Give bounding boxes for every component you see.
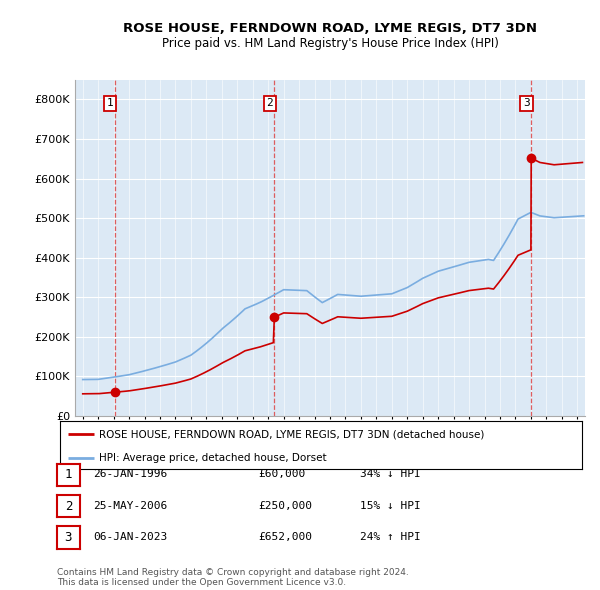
Text: 2: 2 bbox=[65, 500, 72, 513]
Text: 3: 3 bbox=[523, 99, 530, 109]
Text: Contains HM Land Registry data © Crown copyright and database right 2024.
This d: Contains HM Land Registry data © Crown c… bbox=[57, 568, 409, 587]
Text: ROSE HOUSE, FERNDOWN ROAD, LYME REGIS, DT7 3DN: ROSE HOUSE, FERNDOWN ROAD, LYME REGIS, D… bbox=[123, 22, 537, 35]
Text: £652,000: £652,000 bbox=[258, 532, 312, 542]
Text: Price paid vs. HM Land Registry's House Price Index (HPI): Price paid vs. HM Land Registry's House … bbox=[161, 37, 499, 50]
Text: 15% ↓ HPI: 15% ↓ HPI bbox=[360, 501, 421, 510]
Text: ROSE HOUSE, FERNDOWN ROAD, LYME REGIS, DT7 3DN (detached house): ROSE HOUSE, FERNDOWN ROAD, LYME REGIS, D… bbox=[99, 429, 485, 439]
Text: 25-MAY-2006: 25-MAY-2006 bbox=[93, 501, 167, 510]
Text: 1: 1 bbox=[107, 99, 113, 109]
Text: 34% ↓ HPI: 34% ↓ HPI bbox=[360, 470, 421, 479]
Text: 06-JAN-2023: 06-JAN-2023 bbox=[93, 532, 167, 542]
Text: £250,000: £250,000 bbox=[258, 501, 312, 510]
Text: 1: 1 bbox=[65, 468, 72, 481]
Text: HPI: Average price, detached house, Dorset: HPI: Average price, detached house, Dors… bbox=[99, 453, 327, 463]
Text: £60,000: £60,000 bbox=[258, 470, 305, 479]
Text: 2: 2 bbox=[266, 99, 273, 109]
Text: 3: 3 bbox=[65, 531, 72, 544]
Text: 26-JAN-1996: 26-JAN-1996 bbox=[93, 470, 167, 479]
Text: 24% ↑ HPI: 24% ↑ HPI bbox=[360, 532, 421, 542]
